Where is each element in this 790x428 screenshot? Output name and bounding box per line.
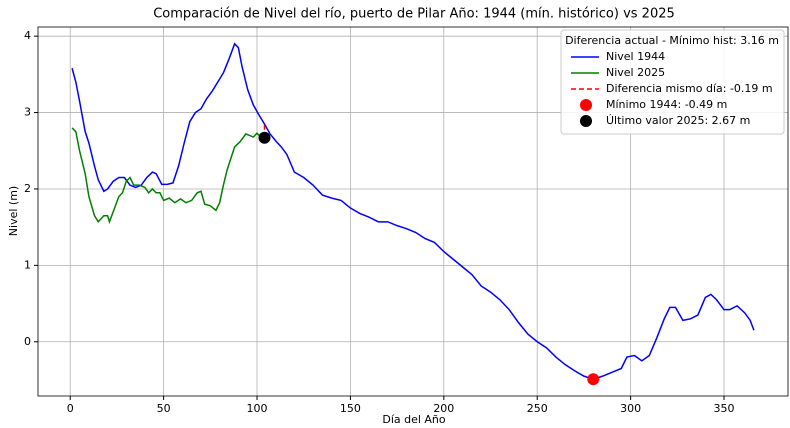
plot-frame bbox=[37, 26, 789, 397]
x-tick-label: 200 bbox=[433, 402, 454, 415]
x-tick-label: 350 bbox=[714, 402, 735, 415]
x-tick-label: 50 bbox=[157, 402, 171, 415]
legend-marker bbox=[580, 99, 592, 111]
y-tick-label: 0 bbox=[24, 335, 31, 348]
legend-box bbox=[560, 29, 785, 135]
legend-marker bbox=[580, 115, 592, 127]
x-tick-label: 150 bbox=[340, 402, 361, 415]
legend-label: Último valor 2025: 2.67 m bbox=[606, 114, 750, 127]
y-axis-label: Nivel (m) bbox=[7, 186, 20, 236]
legend-label: Mínimo 1944: -0.49 m bbox=[606, 98, 727, 111]
point-marker bbox=[258, 131, 271, 144]
y-tick-label: 1 bbox=[24, 258, 31, 271]
y-tick-label: 4 bbox=[24, 29, 31, 42]
legend-title: Diferencia actual - Mínimo hist: 3.16 m bbox=[565, 34, 779, 47]
x-tick-label: 0 bbox=[67, 402, 74, 415]
x-axis-label: Día del Año bbox=[382, 413, 446, 426]
point-marker bbox=[587, 373, 600, 386]
y-tick-label: 2 bbox=[24, 182, 31, 195]
chart-title: Comparación de Nivel del río, puerto de … bbox=[153, 7, 675, 22]
x-tick-label: 100 bbox=[247, 402, 268, 415]
series-line bbox=[71, 42, 755, 380]
legend-label: Nivel 1944 bbox=[606, 50, 665, 63]
legend-label: Nivel 2025 bbox=[606, 66, 665, 79]
x-tick-label: 300 bbox=[620, 402, 641, 415]
y-tick-label: 3 bbox=[24, 106, 31, 119]
legend-label: Diferencia mismo día: -0.19 m bbox=[606, 82, 773, 95]
x-tick-label: 250 bbox=[527, 402, 548, 415]
series-line bbox=[71, 127, 265, 225]
